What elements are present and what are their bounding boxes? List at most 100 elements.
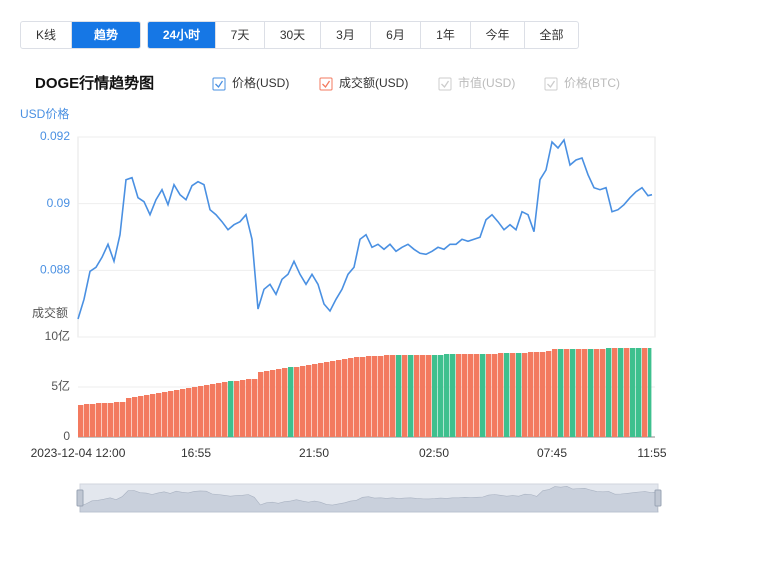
- volume-bar: [180, 389, 186, 437]
- volume-bar: [522, 353, 528, 437]
- volume-bar: [588, 349, 594, 437]
- volume-bar: [456, 354, 462, 437]
- x-tick-label: 16:55: [181, 446, 211, 460]
- volume-bar: [294, 367, 300, 437]
- volume-bar: [246, 379, 252, 437]
- legend-check: [547, 80, 556, 89]
- tab[interactable]: 全部: [539, 28, 564, 42]
- volume-bar: [264, 371, 270, 437]
- volume-bar: [474, 354, 480, 437]
- legend-check: [441, 80, 450, 89]
- volume-bar: [126, 398, 132, 437]
- volume-bar: [468, 354, 474, 437]
- volume-bar: [198, 386, 204, 437]
- tab[interactable]: 趋势: [72, 22, 140, 48]
- volume-bar: [462, 354, 468, 437]
- volume-bar: [210, 384, 216, 437]
- volume-bar: [318, 363, 324, 437]
- volume-bar: [282, 368, 288, 437]
- x-tick-label: 11:55: [637, 446, 666, 460]
- volume-bar: [534, 352, 540, 437]
- volume-bar: [408, 355, 414, 437]
- tab[interactable]: 6月: [371, 22, 421, 48]
- volume-bar: [342, 359, 348, 437]
- volume-bar: [186, 388, 192, 437]
- x-tick-label: 07:45: [537, 446, 567, 460]
- volume-bar: [414, 355, 420, 437]
- volume-bar: [192, 387, 198, 437]
- volume-bar: [492, 354, 498, 437]
- volume-bar: [168, 391, 174, 437]
- volume-bar: [612, 348, 618, 437]
- tab[interactable]: 7天: [216, 22, 265, 48]
- volume-bar: [624, 348, 630, 437]
- volume-bar: [504, 353, 510, 437]
- tab[interactable]: 24小时: [148, 22, 216, 48]
- legend-check: [215, 80, 224, 89]
- volume-bar: [540, 352, 546, 437]
- slider-handle: [654, 489, 662, 507]
- y-tick-label: 10亿: [45, 328, 70, 343]
- view-tabs: K线 趋势: [20, 21, 141, 49]
- volume-bar: [228, 381, 234, 437]
- volume-bar: [78, 405, 84, 437]
- legend-label: 市值(USD): [458, 75, 515, 90]
- volume-bar: [552, 349, 558, 437]
- volume-bar: [162, 392, 168, 437]
- tab[interactable]: 今年: [471, 22, 525, 48]
- volume-bar: [234, 381, 240, 437]
- volume-bar: [582, 349, 588, 437]
- volume-bar: [642, 348, 648, 437]
- volume-bar: [576, 349, 582, 437]
- price-line: [77, 138, 653, 320]
- x-tick-label: 02:50: [419, 446, 449, 460]
- tab[interactable]: 30天: [265, 22, 321, 48]
- y-axis-title: USD价格: [20, 106, 69, 121]
- volume-bar: [312, 364, 318, 437]
- volume-bar: [276, 369, 282, 437]
- volume-bar: [132, 397, 138, 437]
- slider-handle: [76, 489, 84, 507]
- y-tick-label: 5亿: [51, 378, 70, 393]
- range-tabs: 24小时 7天 30天 3月 6月 1年 今年 全部: [147, 21, 579, 49]
- volume-bar: [420, 355, 426, 437]
- volume-bar: [450, 354, 456, 437]
- volume-bar: [444, 354, 450, 437]
- volume-bar: [90, 404, 96, 437]
- slider-preview: [79, 485, 659, 513]
- volume-bar: [138, 396, 144, 437]
- volume-bar: [204, 385, 210, 437]
- volume-bar: [150, 394, 156, 437]
- volume-bar: [300, 366, 306, 437]
- volume-bar: [96, 403, 102, 437]
- volume-bar: [144, 395, 150, 437]
- volume-bar: [510, 353, 516, 437]
- volume-bar: [390, 355, 396, 437]
- volume-bar: [384, 355, 390, 437]
- volume-bar: [528, 352, 534, 437]
- volume-bar: [156, 393, 162, 437]
- volume-bar: [600, 349, 606, 437]
- volume-bar: [174, 390, 180, 437]
- tab[interactable]: 3月: [321, 22, 371, 48]
- volume-bar: [606, 348, 612, 437]
- volume-bar: [486, 354, 492, 437]
- volume-bar: [546, 351, 552, 437]
- volume-bar: [402, 355, 408, 437]
- volume-bar: [114, 402, 120, 437]
- x-tick-label: 2023-12-04 12:00: [31, 446, 126, 460]
- volume-bar: [270, 370, 276, 437]
- tab[interactable]: K线: [21, 22, 72, 48]
- volume-bar: [558, 349, 564, 437]
- volume-bar: [426, 355, 432, 437]
- volume-bar: [498, 353, 504, 437]
- volume-bar: [102, 403, 108, 437]
- volume-bar: [240, 380, 246, 437]
- volume-bar: [360, 357, 366, 437]
- volume-bar: [258, 372, 264, 437]
- legend-box: [319, 77, 333, 91]
- tab[interactable]: 1年: [421, 22, 471, 48]
- x-tick-label: 21:50: [299, 446, 329, 460]
